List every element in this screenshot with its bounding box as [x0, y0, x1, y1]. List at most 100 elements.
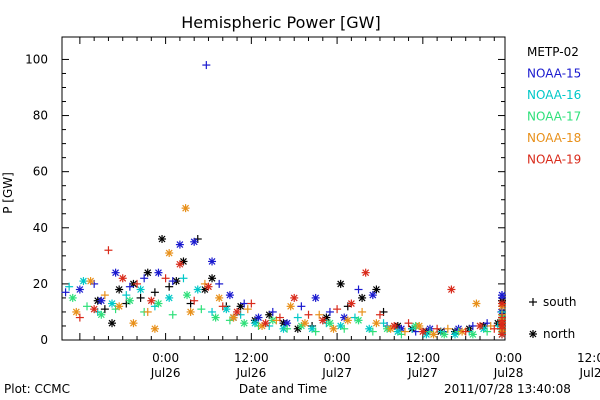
- data-point: [168, 310, 177, 319]
- data-point: [61, 288, 70, 297]
- legend-item: NOAA-18: [527, 131, 581, 145]
- data-point: [165, 293, 174, 302]
- data-point: [86, 277, 95, 286]
- data-point: [361, 268, 370, 277]
- data-point: [400, 327, 409, 336]
- data-point: [304, 310, 313, 319]
- data-point: [154, 268, 163, 277]
- data-point: [147, 296, 156, 305]
- data-point: [498, 330, 506, 339]
- data-point: [186, 307, 195, 316]
- data-point: [418, 327, 427, 336]
- data-point: [97, 310, 106, 319]
- data-point: [315, 310, 324, 319]
- data-point: [311, 327, 320, 336]
- data-point: [229, 313, 238, 322]
- data-point: [308, 324, 317, 333]
- data-point: [354, 316, 363, 325]
- data-point: [97, 296, 106, 305]
- data-point: [372, 319, 381, 328]
- data-point: [190, 296, 199, 305]
- data-point: [208, 274, 217, 283]
- data-point: [204, 282, 213, 291]
- data-point: [368, 327, 377, 336]
- data-point: [290, 293, 299, 302]
- data-point: [347, 299, 356, 308]
- data-point: [129, 319, 138, 328]
- data-point: [375, 310, 384, 319]
- data-point: [215, 279, 224, 288]
- data-point: [261, 319, 270, 328]
- data-point: [83, 302, 92, 311]
- data-point: [293, 313, 302, 322]
- x-tick-time-label: 0:00: [152, 351, 179, 365]
- data-point: [193, 285, 202, 294]
- data-point: [447, 285, 456, 294]
- data-point: [443, 324, 452, 333]
- data-point: [190, 237, 199, 246]
- data-point: [211, 313, 220, 322]
- data-point: [154, 299, 163, 308]
- data-point: [225, 291, 234, 300]
- data-point: [286, 302, 295, 311]
- data-point: [333, 305, 342, 314]
- data-point: [468, 321, 477, 330]
- y-tick-label: 100: [25, 52, 48, 66]
- data-point: [161, 274, 170, 283]
- data-point: [329, 324, 338, 333]
- data-point: [218, 302, 227, 311]
- data-point: [118, 274, 127, 283]
- data-point: [75, 285, 84, 294]
- data-point: [429, 330, 438, 339]
- y-axis: 0 20 40 60 80 100: [25, 52, 505, 347]
- x-tick-time-label: 12:00: [406, 351, 441, 365]
- data-point: [100, 305, 109, 314]
- data-point: [472, 299, 481, 308]
- data-point: [483, 327, 492, 336]
- data-point: [165, 249, 174, 258]
- data-point: [143, 268, 152, 277]
- data-point: [140, 274, 149, 283]
- data-point: [247, 299, 256, 308]
- x-tick-date-label: Jul27: [321, 366, 352, 380]
- data-points: [61, 61, 506, 339]
- x-axis: 0:00Jul2612:00Jul260:00Jul2712:00Jul270:…: [79, 37, 600, 380]
- data-point: [183, 291, 192, 300]
- data-point: [108, 299, 117, 308]
- data-point: [215, 293, 224, 302]
- data-point: [240, 319, 249, 328]
- y-tick-label: 80: [33, 109, 48, 123]
- x-tick-time-label: 12:00: [234, 351, 269, 365]
- data-point: [179, 274, 188, 283]
- x-tick-date-label: Jul27: [407, 366, 438, 380]
- data-point: [268, 307, 277, 316]
- plot-frame: [61, 36, 506, 341]
- data-point: [415, 321, 424, 330]
- legend-item: METP-02: [527, 45, 579, 59]
- data-point: [283, 319, 292, 328]
- data-point: [208, 307, 217, 316]
- data-point: [368, 291, 377, 300]
- data-point: [243, 305, 252, 314]
- data-point: [65, 282, 74, 291]
- data-point: [197, 305, 206, 314]
- data-point: [158, 235, 167, 243]
- data-point: [90, 305, 99, 314]
- data-point: [450, 330, 459, 339]
- data-point: [68, 293, 77, 302]
- x-tick-date-label: Jul28: [578, 366, 600, 380]
- data-point: [325, 319, 334, 328]
- data-point: [311, 293, 320, 302]
- plot-timestamp: 2011/07/28 13:40:08: [444, 382, 571, 396]
- chart-title: Hemispheric Power [GW]: [181, 13, 380, 32]
- data-point: [115, 302, 124, 311]
- data-point: [222, 305, 231, 314]
- plot-credit: Plot: CCMC: [4, 382, 70, 396]
- data-point: [468, 330, 477, 339]
- data-point: [175, 260, 184, 269]
- data-point: [461, 327, 470, 336]
- legend-item: NOAA-17: [527, 110, 581, 124]
- data-point: [75, 313, 84, 322]
- data-point: [372, 285, 381, 294]
